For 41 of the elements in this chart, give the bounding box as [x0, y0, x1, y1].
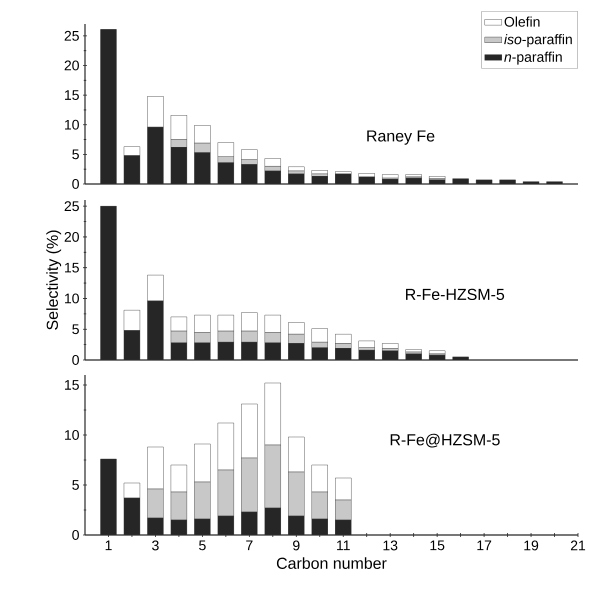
y-tick-label: 25	[64, 30, 79, 41]
x-tick-label: 21	[570, 540, 586, 550]
legend-label: n-paraffin	[504, 52, 562, 65]
x-tick-label: 9	[293, 540, 300, 550]
bar	[335, 334, 352, 344]
bar	[312, 170, 328, 174]
x-tick-label: 1	[106, 540, 112, 550]
y-tick-label: 0	[72, 530, 79, 540]
x-tick-label: 11	[337, 540, 350, 550]
y-tick-label: 20	[64, 232, 79, 242]
annotation: R-Fe-HZSM-5	[406, 288, 504, 300]
legend-label: Olefin	[504, 16, 540, 27]
y-tick-label: 5	[72, 150, 79, 160]
bar	[241, 149, 258, 160]
y-tick-label: 15	[64, 90, 79, 100]
y-tick-label: 5	[72, 480, 79, 490]
x-tick-label: 3	[152, 540, 159, 550]
annotation: R-Fe@HZSM-5	[390, 434, 500, 448]
y-axis-title: Selectivity (%)	[46, 230, 62, 330]
x-tick-label: 7	[246, 540, 252, 550]
bar	[358, 340, 375, 348]
y-tick-label: 15	[64, 380, 79, 390]
y-tick-label: 0	[72, 355, 79, 365]
y-tick-label: 25	[64, 201, 79, 212]
y-tick-label: 10	[65, 294, 79, 304]
annotation: Raney Fe	[367, 130, 434, 145]
x-tick-label: 17	[477, 540, 492, 550]
x-tick-label: 19	[524, 540, 538, 550]
bar	[382, 343, 398, 349]
y-tick-label: 10	[64, 430, 79, 440]
y-tick-label: 5	[72, 324, 79, 334]
x-tick-label: 5	[199, 540, 206, 550]
x-axis-title: Carbon number	[276, 557, 387, 569]
bar	[264, 158, 281, 166]
x-tick-label: 13	[383, 540, 398, 550]
y-tick-label: 15	[65, 262, 79, 273]
x-tick-label: 15	[430, 540, 444, 550]
y-tick-label: 10	[64, 120, 79, 130]
y-tick-label: 20	[64, 60, 79, 70]
y-tick-label: 0	[72, 179, 79, 189]
legend-label: iso-paraffin	[504, 34, 572, 48]
